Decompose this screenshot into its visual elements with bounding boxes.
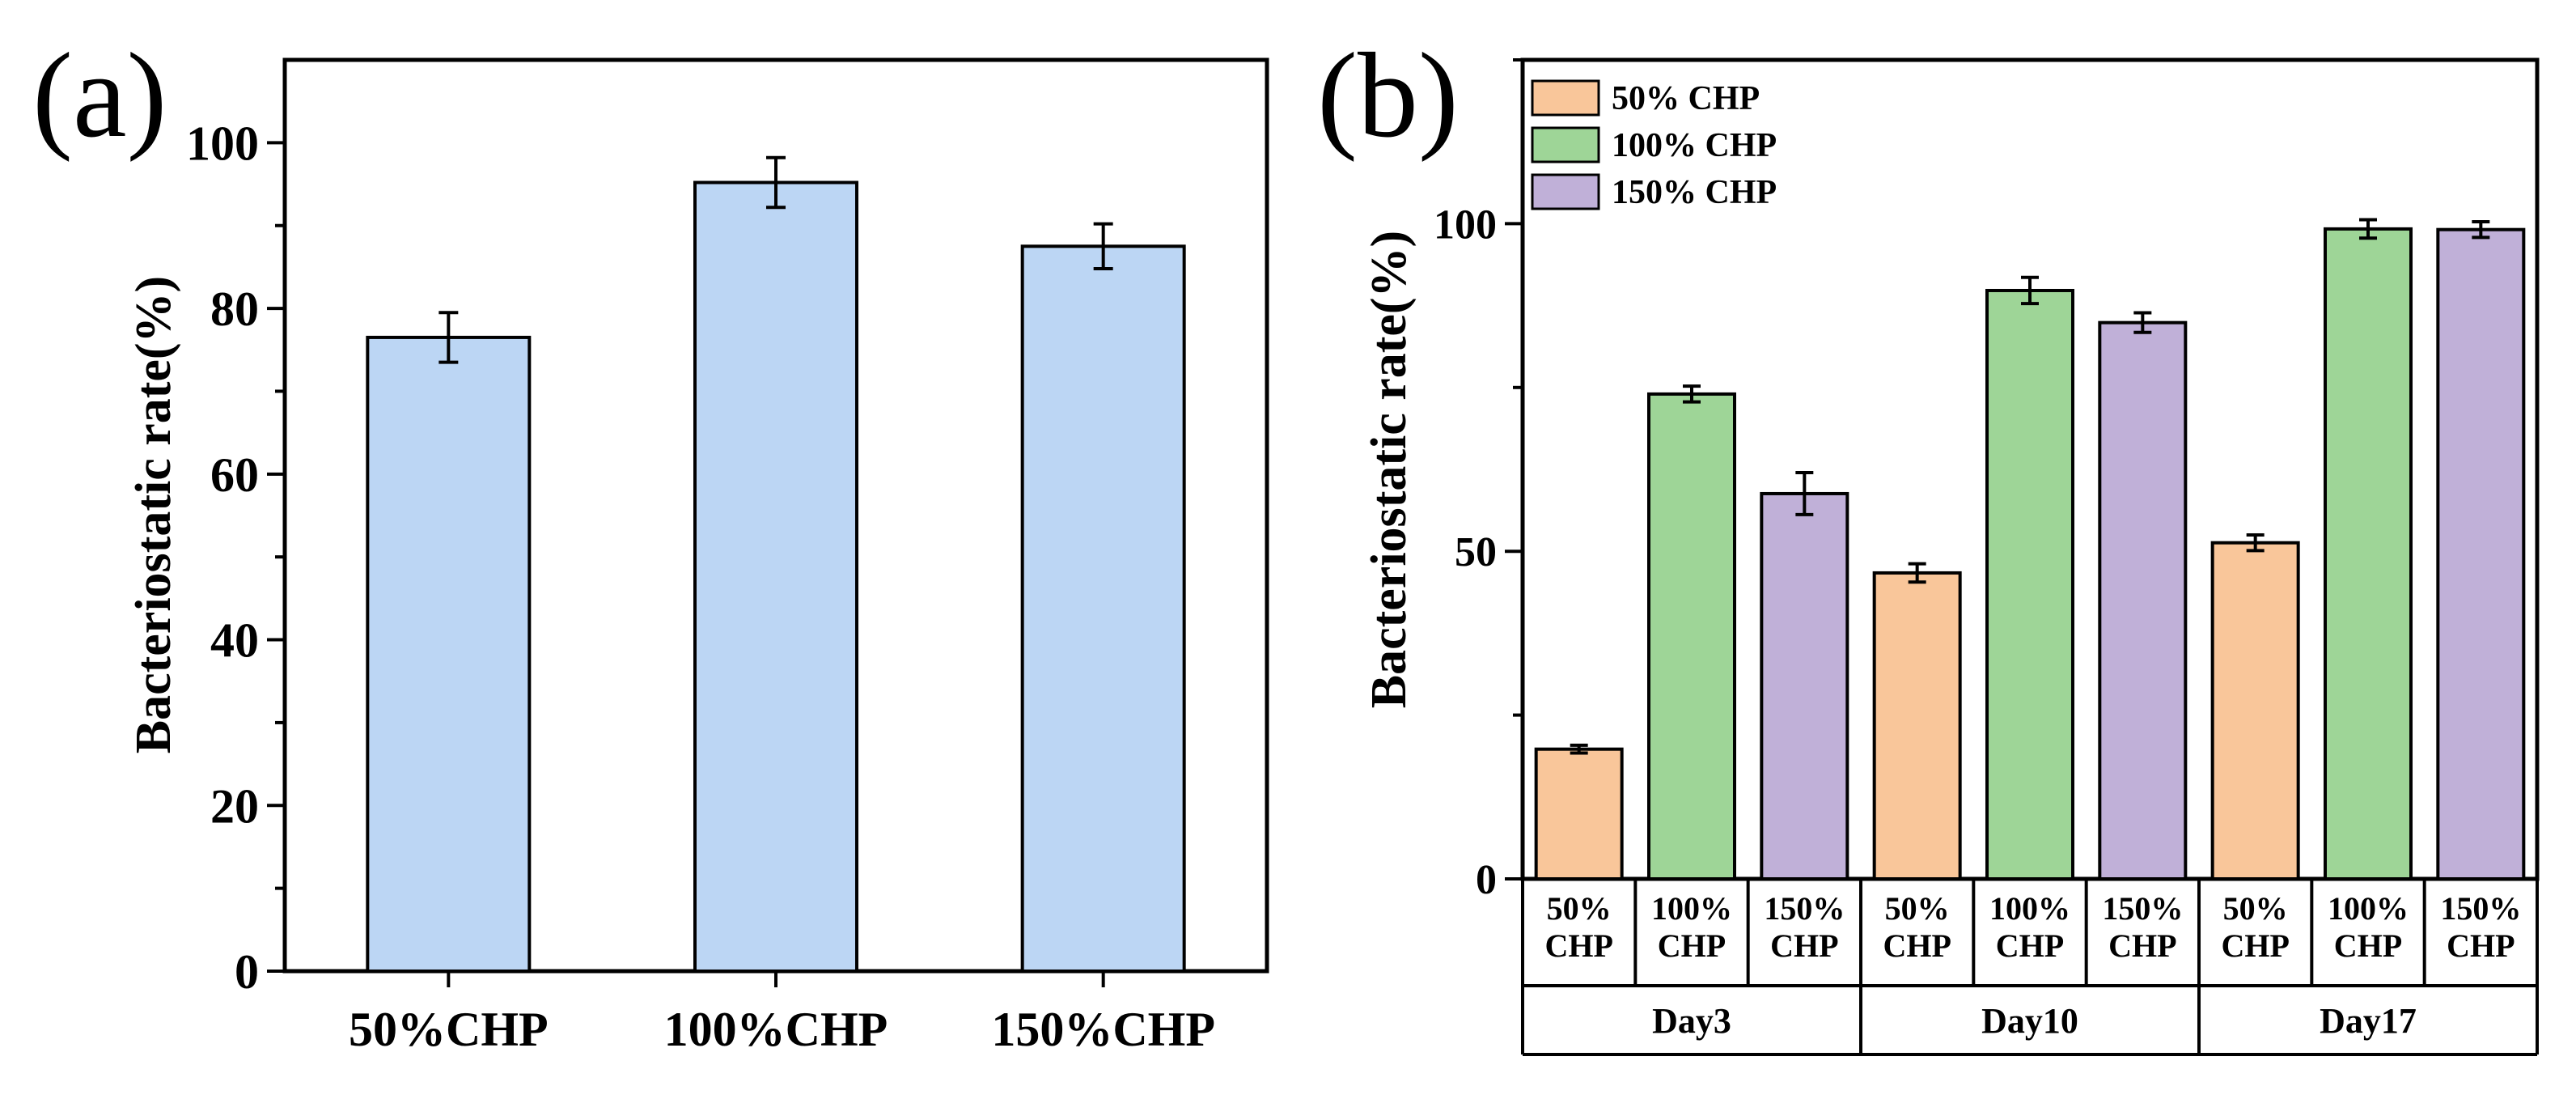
panel-b-error-bar — [1795, 471, 1814, 516]
panel-a-bar — [693, 180, 858, 974]
panel-b-error-bar — [1908, 562, 1926, 584]
panel-b-bar — [1760, 491, 1849, 880]
panel-b-error-bar — [2359, 218, 2377, 240]
panel-b-legend-swatch — [1531, 173, 1600, 210]
panel-b-cell-label: 100% CHP — [1651, 890, 1732, 964]
panel-b-cell-label: 150% CHP — [2440, 890, 2521, 964]
panel-b-cell-label: 150% CHP — [2102, 890, 2183, 964]
panel-a-error-bar — [439, 311, 459, 364]
panel-a-x-axis: 50%CHP 100%CHP 150%CHP — [349, 971, 1215, 1056]
panel-a-bars — [366, 155, 1186, 974]
panel-b-label: (b) — [1317, 28, 1459, 163]
panel-a-error-bar — [1093, 222, 1113, 270]
panel-b-cell-label: 150% CHP — [1764, 890, 1845, 964]
panel-a-y-axis: 0 20 40 60 80 100 — [186, 117, 285, 999]
panel-b-group-label: Day10 — [1981, 1001, 2078, 1041]
panel-a-x-tick-label: 50%CHP — [349, 1003, 549, 1056]
panel-b-y-tick-label: 0 — [1476, 857, 1497, 903]
panel-b-cell-label: 100% CHP — [2328, 890, 2409, 964]
panel-b-error-bar — [1570, 743, 1588, 755]
panel-a-y-tick-label: 60 — [210, 448, 259, 502]
panel-b-bar — [2324, 227, 2413, 881]
panel-a-bar — [366, 335, 532, 974]
panel-a-y-tick-label: 80 — [210, 282, 259, 336]
panel-b-legend-swatch — [1531, 79, 1600, 117]
panel-b-legend-swatch — [1531, 126, 1600, 163]
panel-a-y-tick-label: 20 — [210, 779, 259, 833]
panel-b-error-bar — [2246, 533, 2265, 553]
panel-a-label: (a) — [32, 28, 167, 163]
panel-b-bar — [2098, 320, 2188, 880]
panel-b-error-bar — [2133, 311, 2152, 334]
panel-b-legend-label: 150% CHP — [1612, 174, 1777, 211]
panel-b-bars — [1534, 218, 2526, 881]
panel-a-y-tick-label: 40 — [210, 614, 259, 668]
panel-b-error-bar — [2472, 219, 2490, 240]
panel-b-group-label: Day3 — [1652, 1001, 1731, 1041]
panel-b-legend-label: 100% CHP — [1612, 127, 1777, 164]
panel-b-error-bar — [1683, 384, 1701, 404]
panel-b-y-axis: 0 50 100 — [1434, 58, 1523, 903]
panel-a-bar — [1020, 244, 1186, 973]
panel-b-bar — [2210, 541, 2300, 880]
panel-b-cell-label: 50% CHP — [1544, 890, 1612, 964]
panel-b-bar — [1647, 392, 1736, 880]
panel-b-error-bar — [2021, 275, 2039, 306]
panel-b-cell-label: 50% CHP — [1883, 890, 1951, 964]
panel-a-y-tick-label: 100 — [186, 117, 259, 170]
panel-b-bar — [1872, 571, 1962, 880]
panel-b-group-label: Day17 — [2320, 1001, 2417, 1041]
panel-a-x-tick-label: 100%CHP — [664, 1003, 888, 1056]
panel-b-bar — [1985, 288, 2074, 880]
panel-b-y-tick-label: 50 — [1455, 529, 1497, 575]
panel-b-legend: 50% CHP 100% CHP 150% CHP — [1531, 79, 1777, 211]
panel-a-y-axis-label: Bacteriostatic rate(%) — [126, 276, 181, 753]
panel-b-cell-label: 50% CHP — [2221, 890, 2289, 964]
panel-b-legend-label: 50% CHP — [1612, 80, 1760, 117]
panel-a-bar-chart: (a) 0 20 40 60 80 100 50%CHP 100%CHP 150%CHP Ba… — [32, 28, 1269, 1056]
panel-b-y-axis-label: Bacteriostatic rate(%) — [1362, 231, 1417, 708]
panel-a-x-tick-label: 150%CHP — [991, 1003, 1215, 1056]
panel-b-category-table: 50% CHP 100% CHP 150% CHP Day3 50% CHP 100% CHP 150… — [1521, 879, 2539, 1056]
panel-a-y-tick-label: 0 — [235, 945, 259, 999]
panel-b-bar — [1534, 747, 1624, 881]
panel-a-error-bar — [766, 155, 786, 210]
panel-b-cell-label: 100% CHP — [1989, 890, 2070, 964]
panel-b-y-tick-label: 100 — [1434, 202, 1497, 248]
panel-b-bar — [2436, 227, 2526, 880]
